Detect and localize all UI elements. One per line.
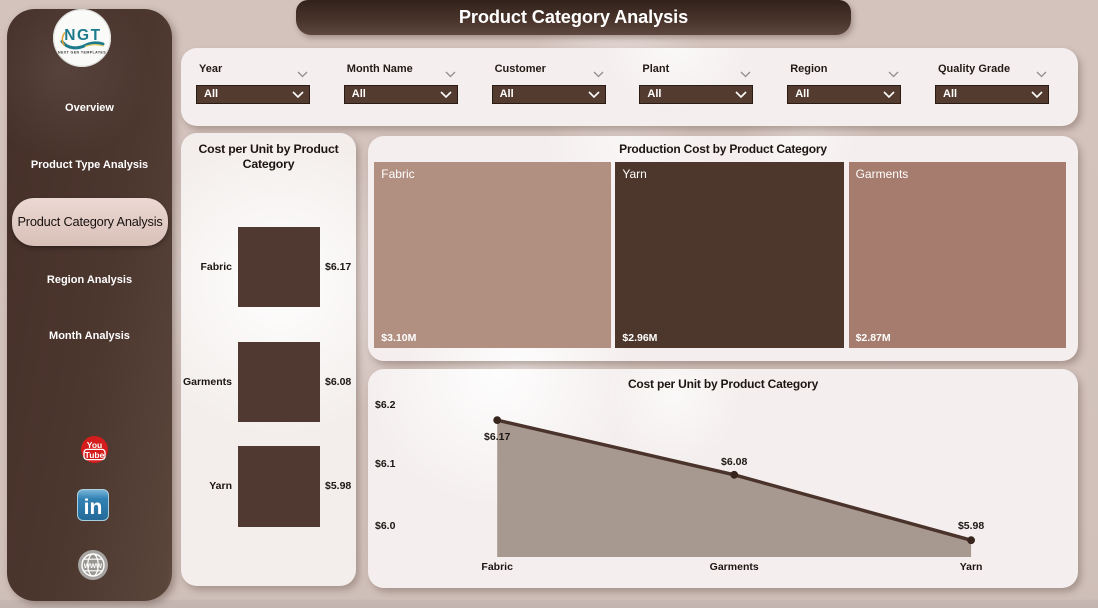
svg-text:NEXT GEN TEMPLATES: NEXT GEN TEMPLATES bbox=[58, 51, 106, 55]
svg-text:NGT: NGT bbox=[64, 27, 102, 44]
svg-text:Tube: Tube bbox=[85, 450, 105, 460]
svg-text:in: in bbox=[84, 496, 103, 519]
svg-text:You: You bbox=[87, 440, 102, 450]
svg-text:www: www bbox=[83, 561, 103, 570]
